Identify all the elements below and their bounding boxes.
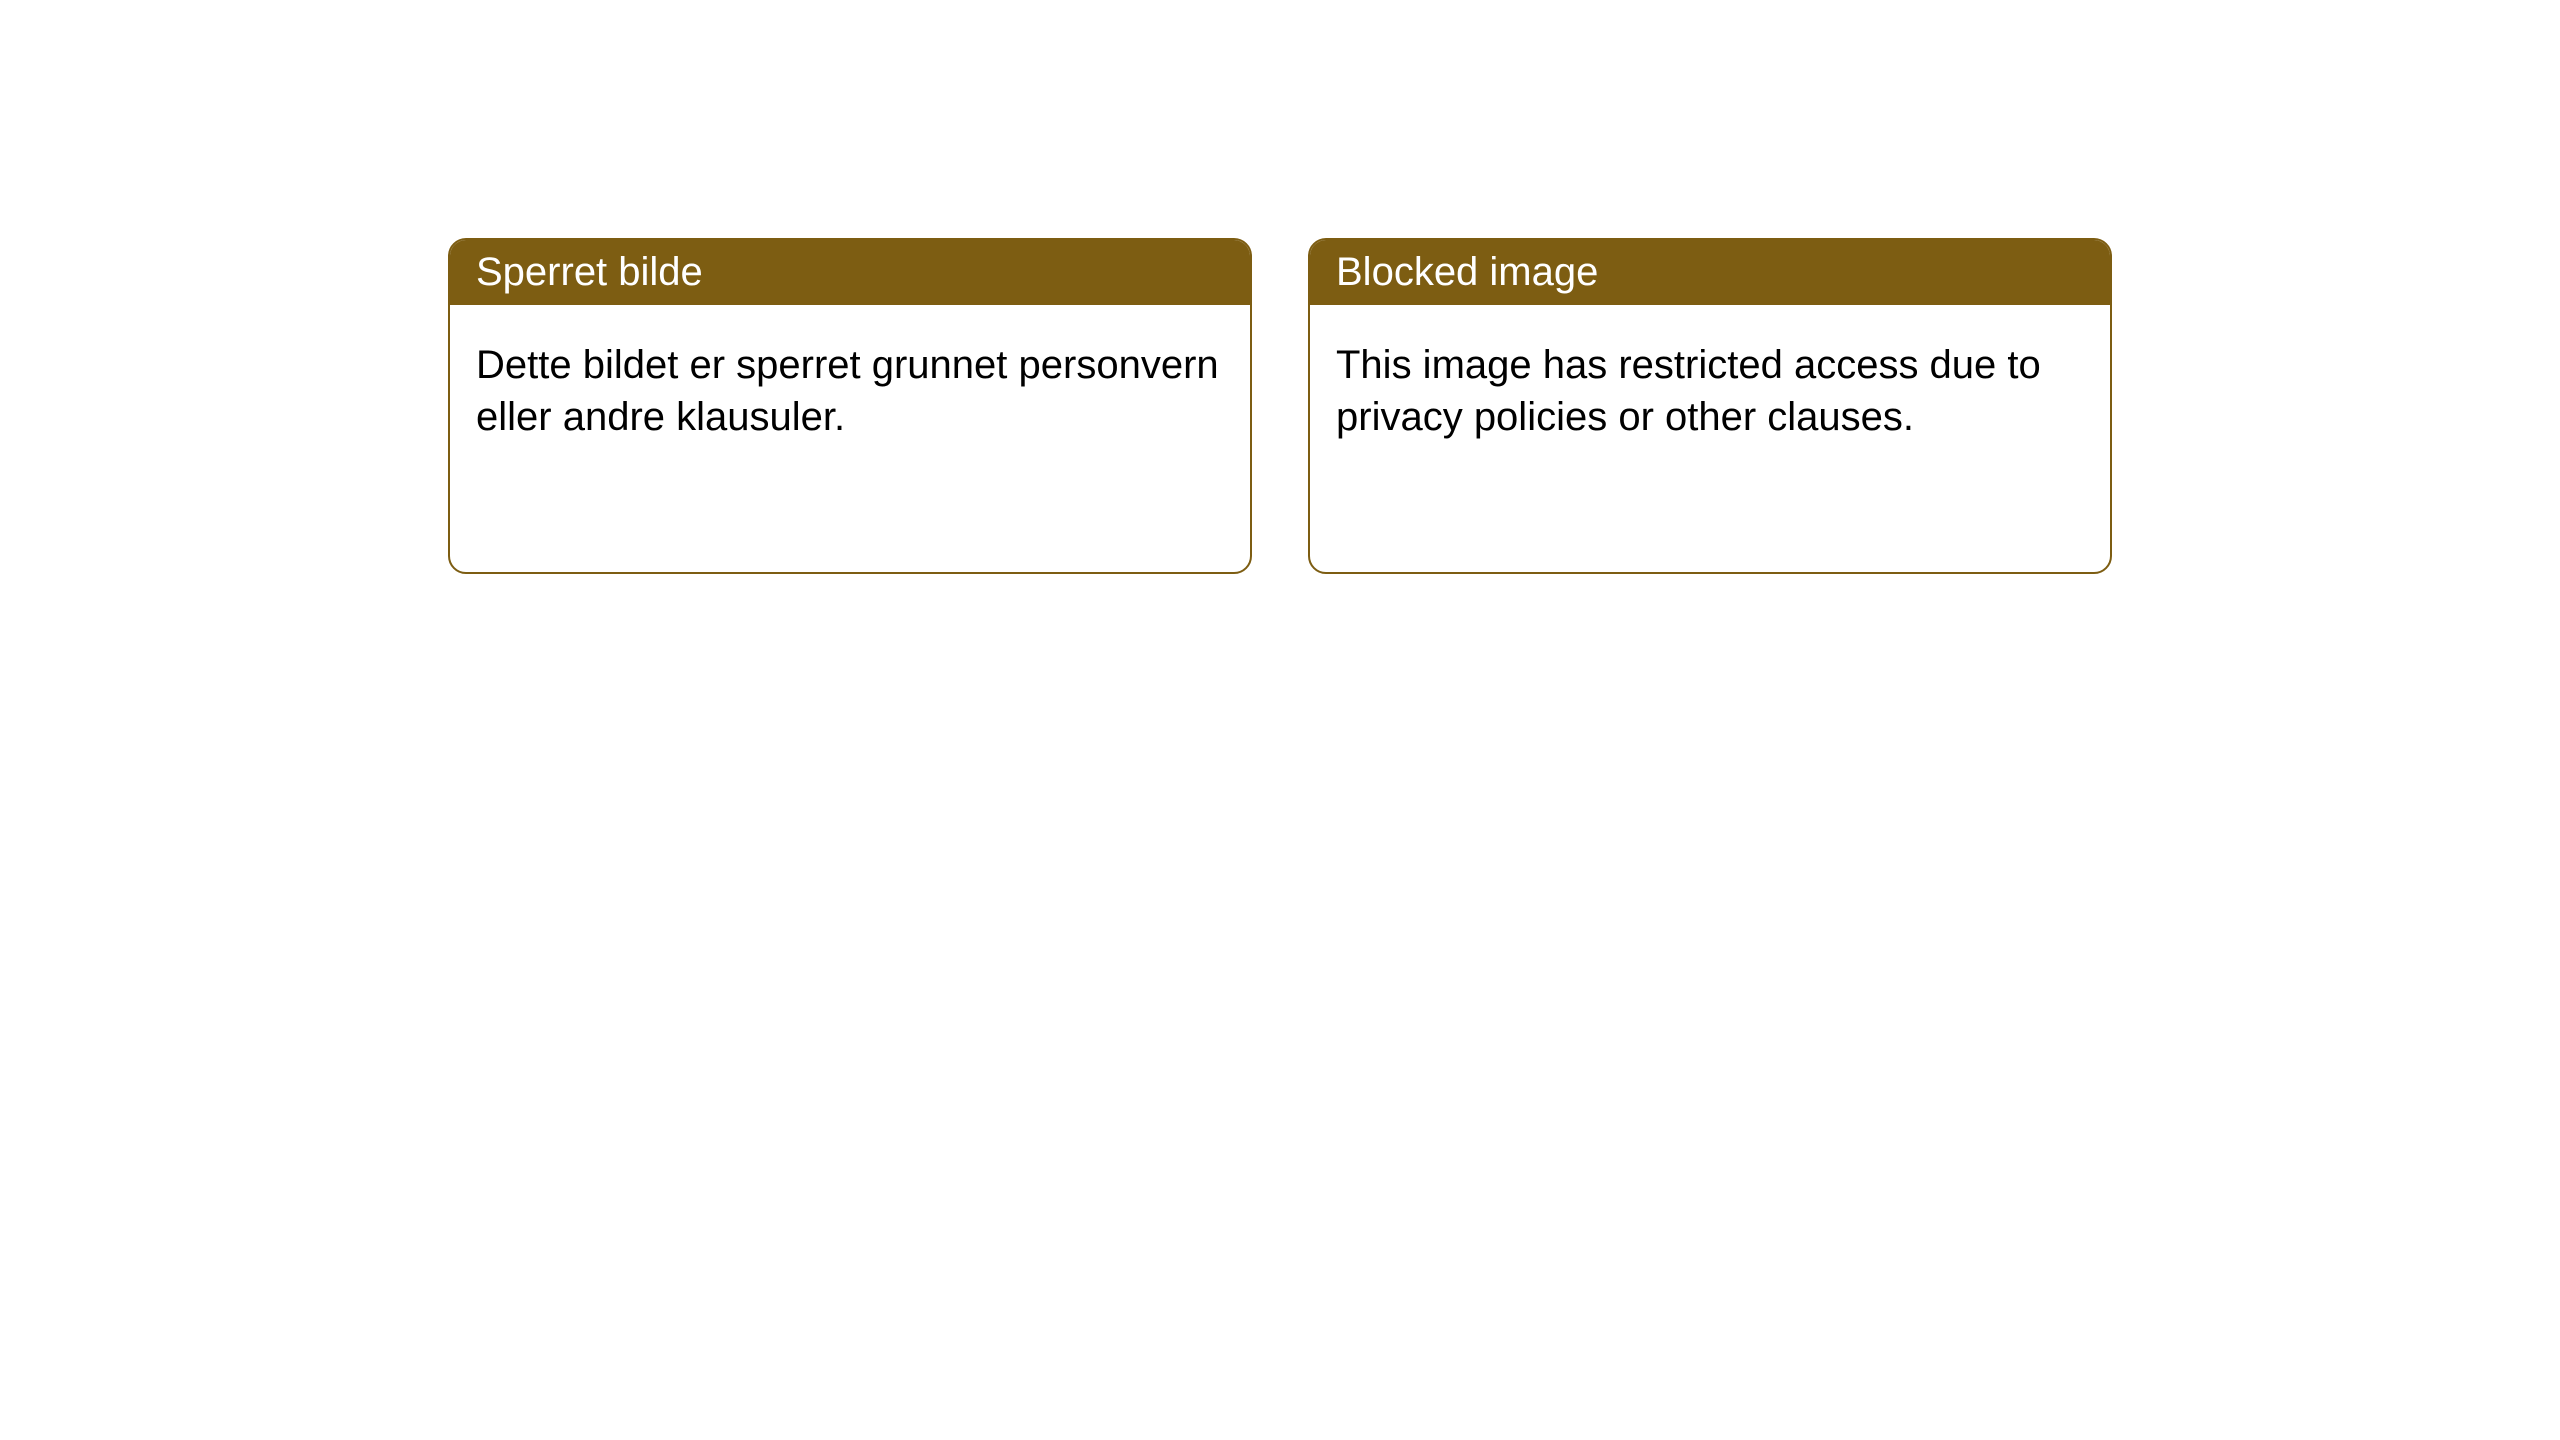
notice-body-norwegian: Dette bildet er sperret grunnet personve… <box>450 305 1250 477</box>
notice-title-norwegian: Sperret bilde <box>450 240 1250 305</box>
notice-body-english: This image has restricted access due to … <box>1310 305 2110 477</box>
notice-card-norwegian: Sperret bilde Dette bildet er sperret gr… <box>448 238 1252 574</box>
notice-card-english: Blocked image This image has restricted … <box>1308 238 2112 574</box>
notice-title-english: Blocked image <box>1310 240 2110 305</box>
notice-cards-container: Sperret bilde Dette bildet er sperret gr… <box>448 238 2112 574</box>
